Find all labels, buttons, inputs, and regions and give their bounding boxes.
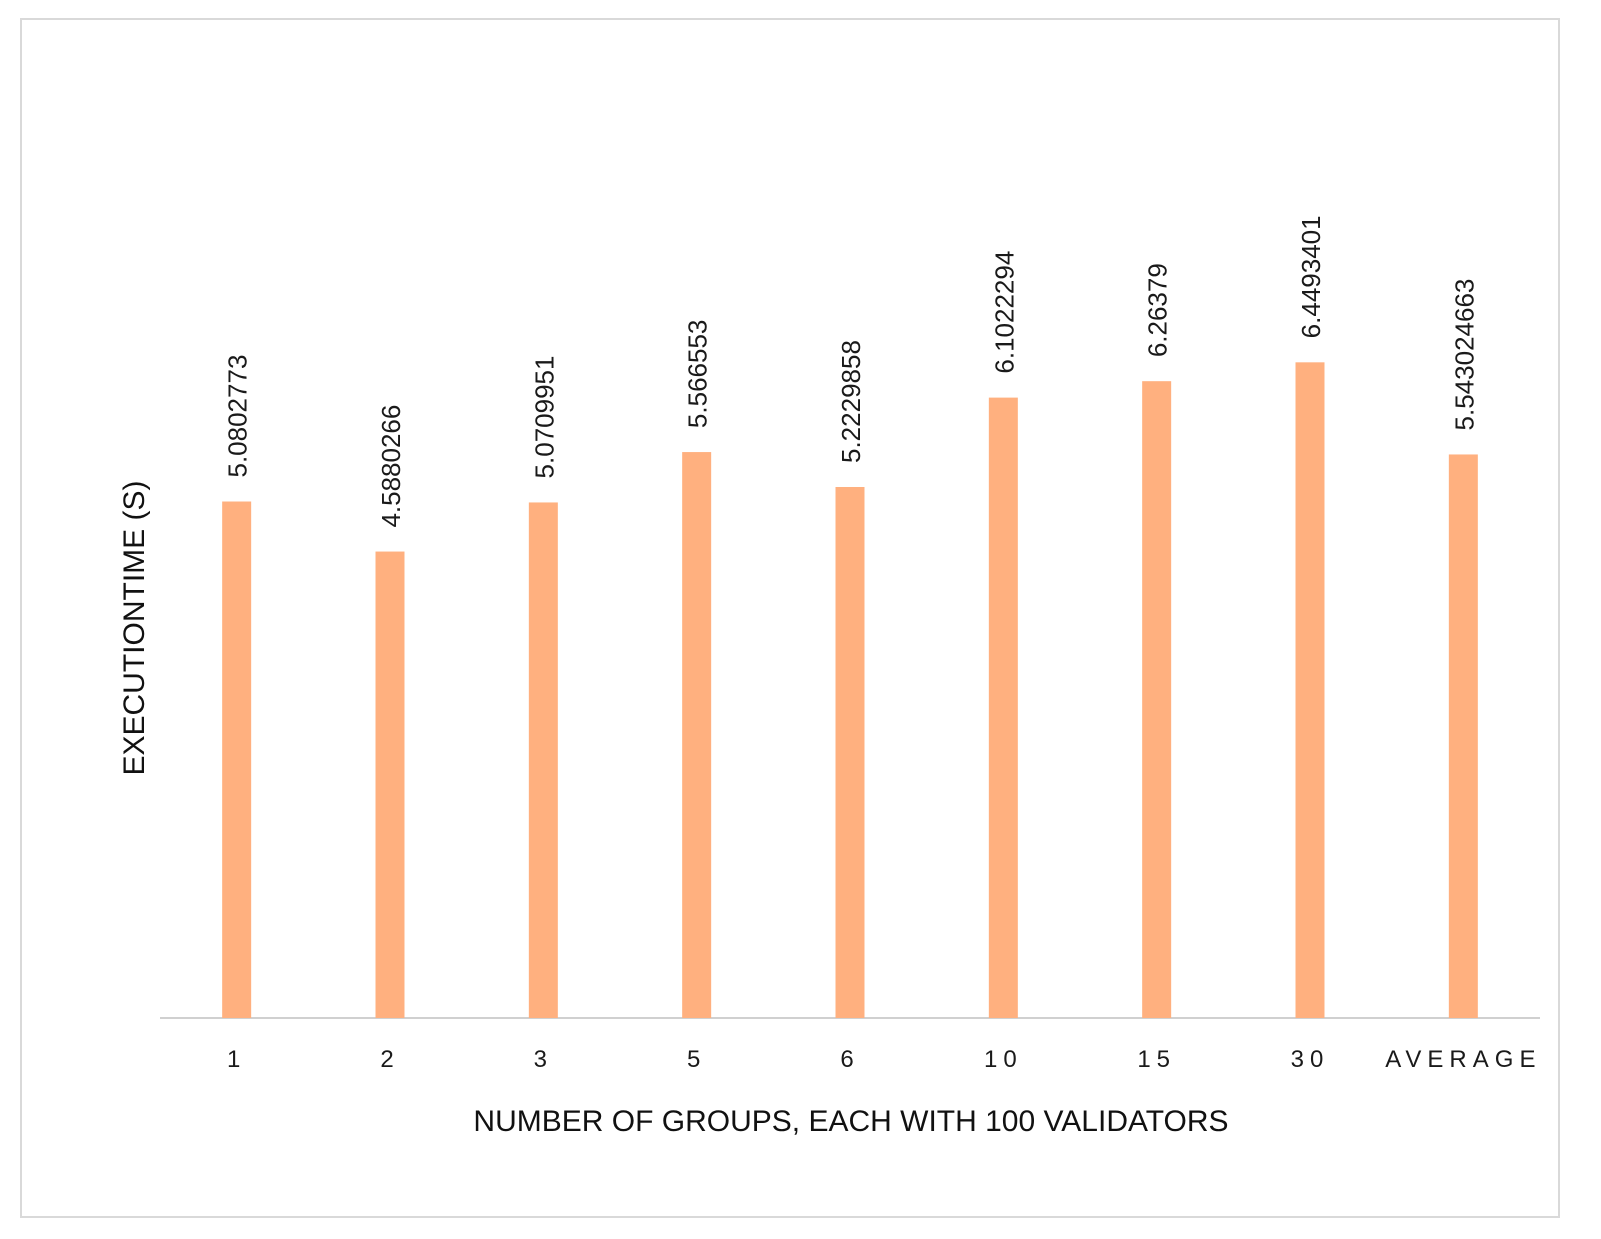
value-label-5: 5.566553 (683, 320, 713, 428)
bar-3 (528, 502, 558, 1018)
value-label-average: 5.543024663 (1449, 279, 1479, 431)
bar-average (1448, 454, 1478, 1018)
bar-2 (375, 551, 405, 1018)
value-label-15: 6.26379 (1143, 263, 1173, 357)
bar-6 (835, 486, 865, 1018)
x-tick-label-3: 3 (534, 1046, 553, 1073)
x-tick-label-30: 30 (1291, 1046, 1330, 1073)
x-tick-label-1: 1 (227, 1046, 246, 1073)
bar-15 (1142, 381, 1172, 1018)
bar-30 (1295, 362, 1325, 1018)
x-tick-label-15: 15 (1137, 1046, 1176, 1073)
y-axis-label: EXECUTIONTIME (S) (118, 480, 151, 776)
bar-5 (682, 452, 712, 1018)
x-tick-labels-group: 1 2 3 5 6 10 15 30 AVERAGE (227, 1046, 1541, 1073)
x-tick-label-average: AVERAGE (1385, 1046, 1541, 1073)
bar-1 (222, 501, 252, 1018)
value-label-2: 4.5880266 (376, 405, 406, 528)
x-tick-label-2: 2 (380, 1046, 399, 1073)
x-tick-label-5: 5 (687, 1046, 706, 1073)
x-axis-label: NUMBER OF GROUPS, EACH WITH 100 VALIDATO… (473, 1105, 1229, 1138)
value-label-6: 5.2229858 (836, 340, 866, 463)
x-tick-label-6: 6 (840, 1046, 859, 1073)
value-label-1: 5.0802773 (223, 355, 253, 478)
bars-group (222, 362, 1478, 1018)
x-tick-label-10: 10 (984, 1046, 1023, 1073)
bar-10 (988, 397, 1018, 1018)
value-label-3: 5.0709951 (529, 356, 559, 479)
value-label-30: 6.4493401 (1296, 215, 1326, 338)
value-label-10: 6.1022294 (989, 251, 1019, 374)
value-labels-group: 5.0802773 4.5880266 5.0709951 5.566553 5.222… (223, 215, 1480, 527)
